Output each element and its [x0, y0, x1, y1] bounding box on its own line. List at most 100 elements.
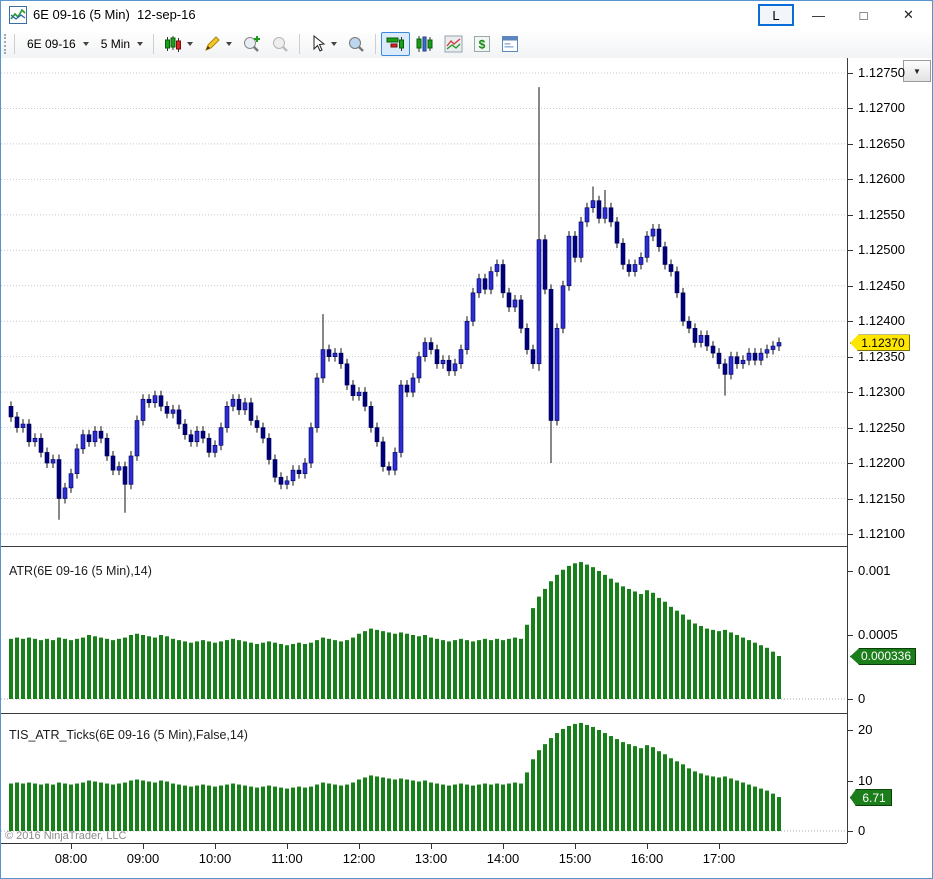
candle	[224, 406, 230, 428]
axis-tick	[848, 144, 853, 145]
chevron-down-icon	[137, 41, 144, 46]
time-tick	[287, 843, 288, 849]
account-dollar-icon: $	[474, 35, 491, 52]
axis-tick-label: 1.12300	[858, 384, 905, 399]
candle	[632, 264, 638, 272]
price-candlestick-panel[interactable]	[1, 58, 847, 547]
cursor-button[interactable]	[305, 32, 342, 56]
toolbar-grip[interactable]	[4, 33, 9, 54]
candle	[458, 349, 464, 365]
panel-divider[interactable]	[1, 713, 932, 714]
window-title: 6E 09-16 (5 Min) 12-sep-16	[33, 7, 196, 22]
account-dollar-button[interactable]: $	[468, 32, 496, 56]
axis-tick-label: 1.12400	[858, 313, 905, 328]
candle	[302, 462, 308, 474]
candle	[464, 320, 470, 350]
title-bar[interactable]: 6E 09-16 (5 Min) 12-sep-16 L — □ ✕	[1, 1, 932, 29]
candle	[260, 427, 266, 439]
minimize-icon[interactable]: —	[812, 7, 825, 23]
axis-tick-label: 0.001	[858, 563, 891, 578]
axis-tick-label: 1.12150	[858, 491, 905, 506]
axis-tick	[848, 357, 853, 358]
candle	[356, 391, 362, 396]
candle	[638, 257, 644, 265]
maximize-icon[interactable]: □	[859, 7, 868, 23]
chevron-down-icon	[226, 41, 233, 46]
candle	[512, 299, 518, 308]
axis-tick-label: 1.12700	[858, 100, 905, 115]
chart-app-icon	[9, 6, 27, 24]
axis-tick	[848, 321, 853, 322]
overlay-chart-button[interactable]	[439, 32, 468, 56]
axis-tick-label: 1.12600	[858, 171, 905, 186]
data-box-button[interactable]	[342, 32, 370, 56]
interval-label: 5 Min	[100, 36, 131, 51]
time-tick	[719, 843, 720, 849]
candle	[140, 398, 146, 421]
price-axis[interactable]: ▼ 1.12370 0.000336 6.71 1.12750 1.12700 1.…	[847, 58, 932, 843]
axis-tick-label: 1.12200	[858, 455, 905, 470]
tis-value-tag: 6.71	[850, 789, 892, 807]
zoom-in-button[interactable]	[237, 32, 266, 56]
interval-selector[interactable]: 5 Min	[94, 34, 148, 54]
separator	[375, 33, 377, 54]
candle	[116, 466, 122, 471]
time-tick-label: 08:00	[54, 851, 88, 866]
candle	[476, 278, 482, 294]
candle	[50, 459, 56, 464]
chart-trader-button[interactable]	[381, 31, 411, 56]
candle	[80, 434, 86, 450]
candle	[386, 466, 392, 471]
time-tick-label: 17:00	[702, 851, 736, 866]
atr-indicator-panel[interactable]	[1, 547, 847, 713]
bar-type-button[interactable]	[410, 32, 439, 56]
close-icon[interactable]: ✕	[903, 7, 914, 22]
candle	[404, 384, 410, 393]
candle	[98, 430, 104, 439]
grid-lines	[1, 72, 847, 535]
axis-dropdown-button[interactable]: ▼	[903, 60, 931, 82]
tis-atr-ticks-panel[interactable]	[1, 714, 847, 843]
candle	[560, 285, 566, 329]
candle	[32, 437, 38, 443]
separator	[14, 33, 15, 54]
candle	[470, 292, 476, 322]
candle	[434, 349, 440, 365]
candle	[62, 487, 68, 499]
time-axis[interactable]: 08:00 09:00 10:00 11:00 12:00 13:00 14:00 15:00…	[1, 843, 932, 878]
axis-tick-label: 0	[858, 823, 866, 838]
candle	[68, 473, 74, 489]
time-tick-label: 10:00	[198, 851, 232, 866]
candle	[164, 406, 170, 414]
cursor-icon	[313, 34, 326, 52]
properties-button[interactable]	[496, 32, 524, 56]
candle	[128, 455, 134, 485]
candle	[716, 352, 722, 365]
candle	[704, 335, 710, 347]
zoom-out-button[interactable]	[266, 32, 294, 56]
candle	[284, 480, 290, 485]
candle-style-button[interactable]	[159, 32, 198, 56]
axis-tick	[848, 534, 853, 535]
candle	[350, 384, 356, 396]
axis-tick	[848, 108, 853, 109]
candle	[710, 345, 716, 354]
time-tick-label: 09:00	[126, 851, 160, 866]
chevron-down-icon	[82, 41, 89, 46]
axis-tick	[848, 730, 853, 731]
atr-panel-title: ATR(6E 09-16 (5 Min),14)	[9, 564, 152, 578]
candle	[770, 345, 776, 350]
candle	[440, 359, 446, 365]
candle	[188, 434, 194, 443]
instrument-label: 6E 09-16	[27, 36, 76, 51]
candle	[158, 395, 164, 407]
link-button[interactable]: L	[758, 4, 794, 26]
candle	[506, 292, 512, 308]
bar-type-icon	[416, 35, 433, 52]
instrument-selector[interactable]: 6E 09-16	[20, 34, 94, 54]
panel-divider[interactable]	[1, 546, 932, 547]
drawing-tools-button[interactable]	[198, 32, 237, 56]
candle	[626, 264, 632, 272]
candle	[194, 430, 200, 443]
time-axis-line	[1, 843, 847, 844]
